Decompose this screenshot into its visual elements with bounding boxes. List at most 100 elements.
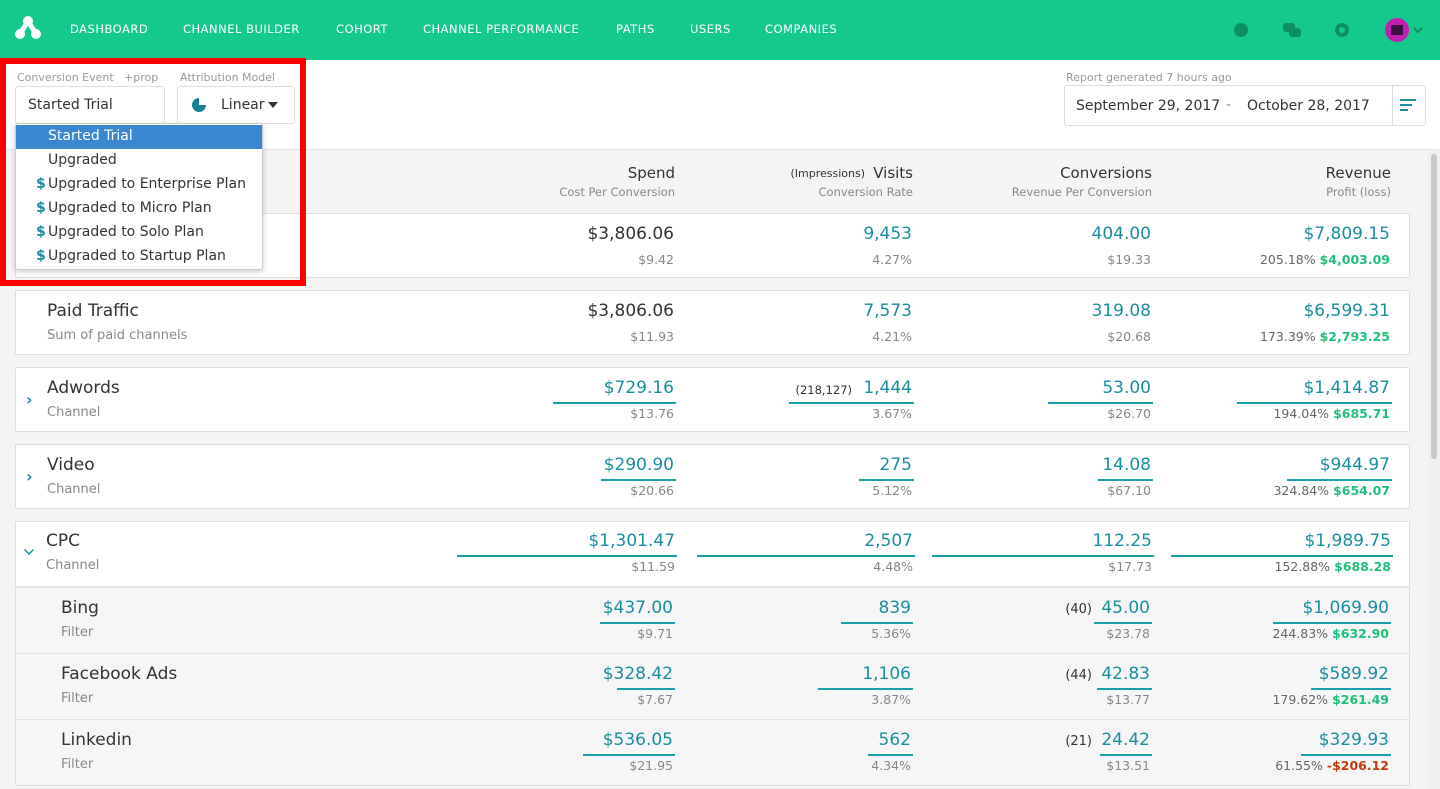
- scrollbar: [1428, 150, 1440, 789]
- date-range[interactable]: [1064, 85, 1426, 126]
- table-row[interactable]: Paid Traffic Sum of paid channels $3,806.0…: [15, 290, 1410, 355]
- expand-chevron[interactable]: ›: [26, 467, 33, 486]
- dropdown-option[interactable]: Started Trial: [16, 125, 262, 149]
- sub-value: 4.34%: [871, 758, 911, 773]
- profit-pct: 61.55%: [1275, 758, 1323, 773]
- table-row[interactable]: CPC Channel $1,301.47 $11.59 2,507 4.48% 112.2…: [15, 521, 1410, 587]
- value: $589.92: [1318, 664, 1389, 684]
- report-time: Report generated 7 hours ago: [1066, 71, 1232, 84]
- row-name: Linkedin: [61, 730, 132, 750]
- column-prefix: (Impressions): [790, 167, 865, 180]
- value: 319.08: [1091, 301, 1151, 321]
- row-subtitle: Filter: [61, 625, 94, 640]
- model-value: Linear: [221, 97, 265, 113]
- sub-value: $13.51: [1106, 758, 1150, 773]
- scroll-thumb[interactable]: [1431, 154, 1437, 459]
- conversions-prefix: (21): [1065, 734, 1092, 749]
- nav-item[interactable]: CHANNEL PERFORMANCE: [423, 22, 580, 36]
- label: Attribution Model: [180, 71, 276, 84]
- pie-icon: [192, 98, 206, 112]
- sort-icon[interactable]: [1400, 99, 1416, 111]
- value: $1,301.47: [588, 531, 675, 551]
- option-label: Upgraded to Enterprise Plan: [48, 176, 246, 192]
- column-title: Spend: [627, 164, 675, 182]
- dollar-icon: $: [36, 224, 46, 240]
- option-label: Started Trial: [48, 128, 133, 144]
- settings-icon[interactable]: [1334, 22, 1350, 38]
- nav-item[interactable]: CHANNEL BUILDER: [183, 22, 300, 36]
- sub-value: $21.95: [629, 758, 673, 773]
- table-row[interactable]: Linkedin Filter $536.05 $21.95 562 4.34% 24.42…: [16, 719, 1409, 785]
- profit-pct: 205.18%: [1259, 252, 1316, 267]
- underline: [457, 555, 677, 557]
- underline: [1301, 754, 1391, 756]
- value: 562: [878, 730, 911, 750]
- sub-value: $17.73: [1108, 559, 1152, 574]
- value: 2,507: [864, 531, 913, 551]
- value: $3,806.06: [587, 224, 674, 244]
- column-subtitle: Conversion Rate: [818, 185, 914, 199]
- column-subtitle: Revenue Per Conversion: [1011, 185, 1152, 199]
- profit: $654.07: [1333, 483, 1390, 498]
- event-input[interactable]: Started Trial: [15, 86, 165, 124]
- logo[interactable]: [14, 15, 42, 41]
- underline: [697, 555, 915, 557]
- value: 1,444: [863, 378, 912, 398]
- profit-pct: 179.62%: [1272, 692, 1329, 707]
- sub-value: $67.10: [1107, 483, 1151, 498]
- table-row[interactable]: Bing Filter $437.00 $9.71 839 5.36% 45.00 $23.7…: [16, 587, 1409, 653]
- dollar-icon: $: [36, 200, 46, 216]
- profit: $4,003.09: [1319, 252, 1390, 267]
- profit-pct: 152.88%: [1274, 559, 1331, 574]
- nav-item[interactable]: COMPANIES: [765, 22, 838, 36]
- dropdown-option[interactable]: $ Upgraded to Solo Plan: [16, 221, 262, 245]
- collapse-chevron[interactable]: [24, 545, 34, 555]
- date-end: October 28, 2017: [1247, 98, 1370, 114]
- label: Conversion Event: [17, 71, 114, 84]
- option-label: Upgraded to Startup Plan: [48, 248, 226, 264]
- nav-item[interactable]: PATHS: [616, 22, 655, 36]
- expand-chevron[interactable]: ›: [26, 390, 33, 409]
- underline: [1100, 754, 1152, 756]
- value: $536.05: [602, 730, 673, 750]
- nav-item[interactable]: COHORT: [336, 22, 388, 36]
- dollar-icon: $: [36, 176, 46, 192]
- profit: $688.28: [1334, 559, 1391, 574]
- sub-value: $13.77: [1106, 692, 1150, 707]
- profit: $2,793.25: [1319, 329, 1390, 344]
- avatar[interactable]: [1384, 17, 1426, 45]
- row-subtitle: Channel: [47, 482, 101, 497]
- link[interactable]: +prop: [124, 71, 159, 84]
- dropdown-option[interactable]: $ Upgraded to Enterprise Plan: [16, 173, 262, 197]
- underline: [841, 622, 913, 624]
- value: $6,599.31: [1303, 301, 1390, 321]
- table-row[interactable]: Facebook Ads Filter $328.42 $7.67 1,106 3.87%…: [16, 653, 1409, 719]
- controls-bar: Conversion Event +prop Attribution Model…: [0, 60, 1440, 150]
- sub-value: $19.33: [1107, 252, 1151, 267]
- option-label: Upgraded to Solo Plan: [48, 224, 204, 240]
- profit: -$206.12: [1326, 758, 1389, 773]
- top-nav: DASHBOARD CHANNEL BUILDER COHORT CHANNEL PE…: [0, 0, 1440, 60]
- sub-value: $26.70: [1107, 406, 1151, 421]
- table-row[interactable]: › Adwords Channel $729.16 $13.76 1,444 3.67% 53…: [15, 367, 1410, 432]
- table-row[interactable]: › Video Channel $290.90 $20.66 275 5.12% 14.08 $…: [15, 444, 1410, 509]
- chat-icon[interactable]: [1283, 22, 1301, 38]
- dropdown-option[interactable]: $ Upgraded to Micro Plan: [16, 197, 262, 221]
- value: $944.97: [1319, 455, 1390, 475]
- help-icon[interactable]: [1233, 22, 1249, 38]
- column-title: Visits: [873, 164, 913, 182]
- sub-value: 4.27%: [872, 252, 912, 267]
- row-subtitle: Filter: [61, 691, 94, 706]
- underline: [1098, 479, 1153, 481]
- underline: [1097, 688, 1152, 690]
- date-separator: -: [1226, 97, 1232, 113]
- sub-value: $13.76: [630, 406, 674, 421]
- value: 404.00: [1091, 224, 1151, 244]
- dropdown-option[interactable]: $ Upgraded to Startup Plan: [16, 245, 262, 269]
- dropdown-option[interactable]: Upgraded: [16, 149, 262, 173]
- value: 14.08: [1102, 455, 1151, 475]
- nav-item[interactable]: USERS: [690, 22, 731, 36]
- nav-item[interactable]: DASHBOARD: [70, 22, 149, 36]
- underline: [818, 688, 913, 690]
